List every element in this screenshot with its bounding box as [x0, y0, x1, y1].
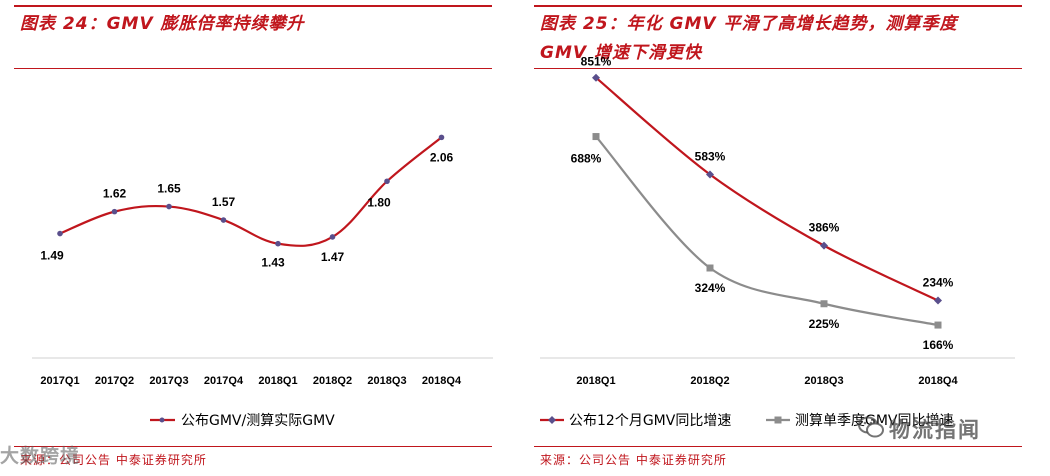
- x-tick-label: 2018Q3: [367, 375, 406, 387]
- x-tick-label: 2018Q4: [422, 375, 462, 387]
- data-label: 851%: [581, 55, 612, 69]
- title-top-rule: [14, 5, 492, 7]
- data-point: [111, 208, 118, 215]
- data-label: 688%: [571, 152, 602, 166]
- data-label: 324%: [695, 281, 726, 295]
- title-top-rule: [534, 5, 1022, 7]
- left-chart-panel: 图表 24：GMV 膨胀倍率持续攀升 1.49 1.62 1.65 1.57 1.43 1…: [0, 0, 520, 476]
- data-point: [438, 134, 445, 141]
- series-line-quarterly-growth: [595, 135, 939, 327]
- data-label: 1.43: [261, 256, 285, 270]
- data-label: 225%: [809, 317, 840, 331]
- legend-label: 公布GMV/测算实际GMV: [181, 413, 335, 429]
- x-tick-label: 2018Q1: [258, 375, 297, 387]
- legend-marker: [774, 416, 782, 424]
- right-chart-panel: 图表 25：年化 GMV 平滑了高增长趋势，测算季度 GMV 增速下滑更快 68…: [520, 0, 1050, 476]
- legend-marker: [159, 417, 165, 423]
- right-source-note: 来源：公司公告 中泰证券研究所: [540, 453, 727, 467]
- left-chart-title: 图表 24：GMV 膨胀倍率持续攀升: [20, 14, 305, 34]
- data-point: [329, 234, 336, 240]
- right-title-line2: GMV 增速下滑更快: [540, 43, 702, 63]
- x-tick-label: 2018Q3: [804, 375, 843, 387]
- data-label: 234%: [923, 276, 954, 290]
- data-point-diamond: [592, 73, 600, 82]
- watermark-right: 物流指闻: [889, 418, 981, 442]
- data-label: 1.65: [157, 182, 181, 196]
- x-tick-label: 2017Q4: [204, 375, 244, 387]
- left-chart-plot: 1.49 1.62 1.65 1.57 1.43 1.47 1.80 2.06 2017Q1 20…: [32, 134, 493, 429]
- data-point: [275, 240, 281, 247]
- x-tick-label: 2018Q2: [313, 375, 352, 387]
- x-tick-label: 2017Q1: [40, 375, 79, 387]
- data-point: [57, 230, 63, 237]
- data-label: 583%: [695, 149, 726, 163]
- data-point-square: [934, 321, 942, 329]
- data-point-square: [592, 133, 600, 141]
- data-point-diamond: [934, 296, 942, 305]
- x-tick-label: 2017Q2: [95, 375, 134, 387]
- data-point-square: [820, 300, 828, 308]
- title-bottom-rule: [534, 68, 1022, 69]
- watermark-left: 大数跨境: [0, 445, 81, 467]
- x-tick-label: 2018Q4: [918, 375, 958, 387]
- data-label: 386%: [809, 221, 840, 235]
- data-point-diamond: [706, 170, 714, 179]
- series-line-annual-growth: [595, 76, 939, 302]
- source-rule: [14, 446, 492, 447]
- data-point-square: [706, 264, 714, 272]
- data-point-diamond: [820, 241, 828, 250]
- right-chart-title: 图表 25：年化 GMV 平滑了高增长趋势，测算季度 GMV 增速下滑更快: [540, 10, 957, 68]
- data-label: 1.80: [367, 195, 391, 209]
- data-label: 1.62: [103, 187, 127, 201]
- data-point: [220, 217, 227, 223]
- x-tick-label: 2017Q3: [149, 375, 188, 387]
- data-label: 1.49: [40, 249, 64, 263]
- right-chart-plot: 688% 324% 225% 166% 851% 583% 386% 234% 2018Q1 20…: [540, 55, 1015, 429]
- source-rule: [534, 446, 1022, 447]
- data-label: 1.47: [321, 250, 345, 264]
- wechat-icon: [858, 416, 884, 438]
- legend-marker: [548, 416, 556, 424]
- left-source-note: 来源：公司公告 中泰证券研究所: [20, 453, 207, 467]
- legend-label: 公布12个月GMV同比增速: [569, 413, 731, 429]
- data-point: [384, 178, 390, 185]
- data-point: [166, 203, 172, 210]
- right-title-line1: 图表 25：年化 GMV 平滑了高增长趋势，测算季度: [540, 14, 958, 34]
- legend-label: 测算单季度GMV同比增速: [795, 413, 954, 429]
- data-label: 2.06: [430, 150, 454, 164]
- data-label: 1.57: [212, 195, 236, 209]
- x-tick-label: 2018Q1: [576, 375, 615, 387]
- title-bottom-rule: [14, 68, 492, 69]
- x-tick-label: 2018Q2: [690, 375, 729, 387]
- data-label: 166%: [923, 338, 954, 352]
